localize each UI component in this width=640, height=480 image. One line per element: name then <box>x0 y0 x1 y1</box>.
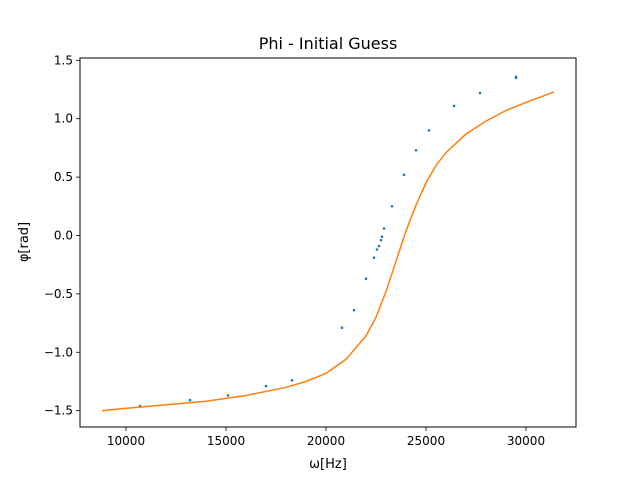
data-point-7 <box>364 277 368 281</box>
data-point-15 <box>402 173 406 177</box>
x-tick-label: 30000 <box>507 434 545 448</box>
data-point-14 <box>390 205 394 208</box>
data-point-1 <box>188 398 192 402</box>
data-point-21 <box>514 76 518 80</box>
series-layer <box>101 75 555 412</box>
plot-frame <box>79 57 577 428</box>
plot-area <box>79 57 577 428</box>
data-point-13 <box>382 227 386 230</box>
data-point-8 <box>372 256 376 260</box>
data-point-2 <box>226 394 230 397</box>
data-point-10 <box>377 244 381 248</box>
y-axis-label: φ[rad] <box>17 222 32 262</box>
x-axis-ticks: 10000 15000 20000 25000 30000 <box>107 427 545 448</box>
data-point-16 <box>414 149 418 152</box>
y-tick-label: 0.5 <box>54 170 73 184</box>
data-point-5 <box>340 326 344 330</box>
data-point-18 <box>452 104 456 108</box>
x-tick-label: 10000 <box>107 434 145 448</box>
y-tick-label: −0.5 <box>44 287 73 301</box>
x-tick-label: 15000 <box>207 434 245 448</box>
x-axis-label: ω[Hz] <box>309 457 347 472</box>
data-point-12 <box>380 235 384 238</box>
data-point-17 <box>427 129 431 132</box>
y-tick-label: −1.5 <box>44 404 73 418</box>
data-point-3 <box>264 384 268 388</box>
chart-title: Phi - Initial Guess <box>259 34 398 53</box>
series-line-1 <box>101 91 555 412</box>
data-point-11 <box>379 238 383 242</box>
data-point-4 <box>290 379 294 382</box>
data-point-6 <box>352 308 356 312</box>
x-tick-label: 25000 <box>407 434 445 448</box>
y-axis-ticks: −1.5 −1.0 −0.5 0.0 0.5 1.0 1.5 <box>44 53 80 418</box>
plot-background <box>80 58 576 427</box>
y-tick-label: 1.0 <box>54 112 73 126</box>
y-tick-label: 0.0 <box>54 228 73 242</box>
y-tick-label: 1.5 <box>54 53 73 67</box>
data-point-9 <box>375 248 379 251</box>
data-point-19 <box>478 91 482 95</box>
x-tick-label: 20000 <box>307 434 345 448</box>
y-tick-label: −1.0 <box>44 345 73 359</box>
